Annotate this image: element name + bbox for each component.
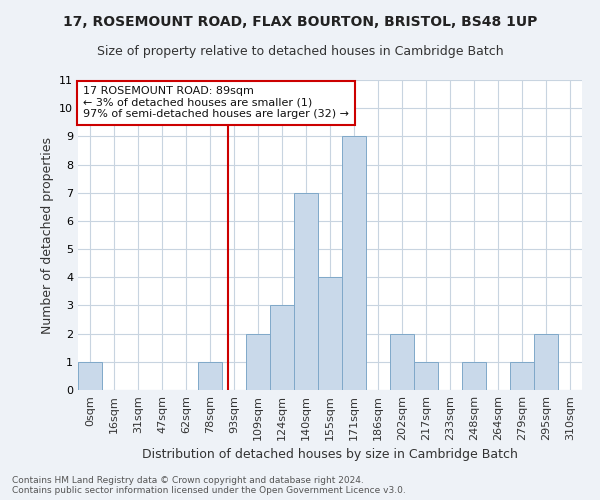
Text: 17, ROSEMOUNT ROAD, FLAX BOURTON, BRISTOL, BS48 1UP: 17, ROSEMOUNT ROAD, FLAX BOURTON, BRISTO… (63, 15, 537, 29)
Bar (414, 362, 438, 390)
Bar (294, 192, 318, 390)
Text: Contains HM Land Registry data © Crown copyright and database right 2024.
Contai: Contains HM Land Registry data © Crown c… (12, 476, 406, 495)
Bar (534, 334, 558, 390)
Bar (78, 362, 102, 390)
Y-axis label: Number of detached properties: Number of detached properties (41, 136, 53, 334)
Bar (246, 334, 270, 390)
Bar (462, 362, 486, 390)
Text: 17 ROSEMOUNT ROAD: 89sqm
← 3% of detached houses are smaller (1)
97% of semi-det: 17 ROSEMOUNT ROAD: 89sqm ← 3% of detache… (83, 86, 349, 120)
Bar (270, 306, 294, 390)
Bar (342, 136, 366, 390)
Bar (318, 278, 342, 390)
Text: Size of property relative to detached houses in Cambridge Batch: Size of property relative to detached ho… (97, 45, 503, 58)
Bar (510, 362, 534, 390)
Bar (198, 362, 222, 390)
Bar (390, 334, 414, 390)
X-axis label: Distribution of detached houses by size in Cambridge Batch: Distribution of detached houses by size … (142, 448, 518, 462)
